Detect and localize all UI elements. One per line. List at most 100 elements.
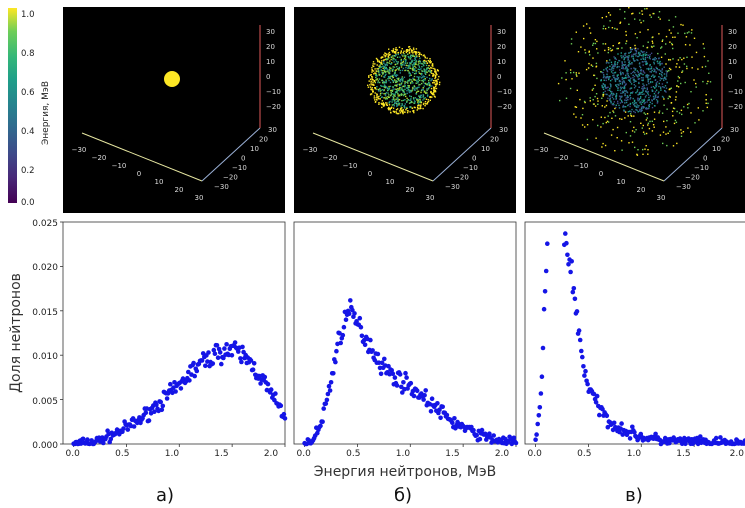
scatter3d-point (612, 92, 614, 95)
scatter3d-point (616, 76, 618, 78)
scatter3d-point (633, 100, 636, 102)
scatter3d-point (436, 81, 438, 83)
scatter3d-point (615, 94, 618, 96)
scatter3d-point (378, 60, 381, 62)
scatter3d-point (408, 64, 410, 66)
scatter3d-point (665, 75, 668, 77)
scatter3d-point (381, 56, 383, 58)
scatter3d-axes: −30−20−100102030−30−20−1001020303020100−… (72, 25, 743, 202)
scatter3d-point (397, 97, 399, 99)
scatter3d-point (402, 85, 404, 87)
scatter3d-point (374, 72, 376, 74)
scatter3d-point (615, 92, 618, 95)
scatter3d-point (678, 66, 681, 68)
scatter3d-point (433, 90, 435, 92)
scatter3d-point (677, 32, 679, 34)
scatter3d-point (422, 103, 425, 106)
spectrum-point (273, 391, 278, 396)
scatter3d-point (420, 107, 422, 109)
scatter3d-point (377, 90, 380, 92)
scatter3d-point (411, 64, 414, 66)
scatter3d-point (617, 61, 619, 64)
scatter3d-point (642, 64, 644, 66)
scatter3d-point (405, 109, 407, 111)
colorbar-tick: 0.4 (21, 127, 35, 137)
scatter3d-point (619, 80, 622, 83)
scatter3d-point (615, 106, 617, 109)
scatter3d-point (403, 55, 406, 57)
scatter3d-point (607, 76, 610, 79)
scatter3d-point (618, 60, 621, 62)
scatter3d-point (691, 29, 693, 31)
scatter3d-point (618, 104, 620, 107)
scatter3d-point (421, 76, 424, 78)
spectrum-point (152, 409, 157, 415)
scatter3d-point (412, 77, 414, 79)
scatter3d-point (649, 64, 651, 66)
scatter3d-point (673, 107, 676, 110)
scatter3d-point (643, 133, 646, 135)
scatter3d-point (669, 41, 671, 43)
scatter3d-point (407, 99, 409, 101)
scatter3d-point (384, 71, 387, 73)
scatter3d-point (648, 127, 651, 130)
scatter3d-point (642, 71, 645, 73)
scatter3d-point (383, 84, 386, 86)
scatter3d-point (573, 113, 575, 115)
spectrum-point (108, 436, 114, 442)
scatter3d-point (684, 81, 686, 84)
scatter3d-point (576, 75, 578, 77)
scatter3d-point (401, 88, 403, 90)
scatter3d-point (647, 149, 649, 151)
scatter3d-point (402, 108, 404, 111)
scatter3d-point (401, 89, 404, 92)
scatter3d-point (651, 89, 653, 91)
scatter3d-point (642, 99, 645, 101)
scatter3d-point (404, 103, 406, 105)
spectrum-point (487, 431, 492, 437)
scatter3d-point (601, 97, 603, 99)
scatter3d-point (399, 72, 401, 74)
scatter3d-point (623, 64, 625, 66)
scatter3d-point (369, 86, 372, 88)
scatter3d-x-tick: −30 (303, 146, 318, 154)
scatter3d-point (400, 63, 402, 65)
scatter3d-point (417, 104, 419, 107)
scatter3d-point (399, 95, 401, 97)
scatter3d-point (641, 109, 643, 111)
scatter3d-point (640, 69, 643, 71)
scatter3d-point (389, 70, 391, 73)
colorbar-tick: 0.2 (21, 166, 35, 176)
scatter3d-point (394, 88, 396, 90)
scatter3d-point (382, 67, 384, 69)
scatter3d-point (628, 23, 630, 25)
spectrum-point (359, 333, 365, 339)
scatter3d-point (627, 68, 629, 71)
scatter3d-point (611, 66, 613, 69)
scatter3d-point (621, 76, 623, 79)
scatter3d-point (421, 70, 423, 72)
scatter3d-point (612, 65, 614, 67)
scatter3d-point (637, 106, 639, 108)
spectrum-point (340, 332, 346, 338)
scatter3d-point (399, 69, 402, 72)
spectrum-point (630, 424, 635, 430)
scatter3d-point (426, 76, 428, 79)
scatter3d-point (602, 142, 604, 145)
scatter3d-point (393, 94, 396, 96)
scatter3d-point (405, 81, 407, 83)
scatter3d-point (626, 72, 629, 75)
scatter3d-point (388, 79, 390, 82)
scatter3d-point (647, 94, 650, 96)
scatter3d-point (605, 93, 607, 95)
scatter3d-point (616, 28, 618, 30)
scatter3d-point (589, 100, 591, 102)
spectrum-point (215, 355, 221, 361)
scatter3d-point (607, 115, 609, 117)
spectrum-point (85, 437, 90, 442)
scatter3d-point (624, 94, 626, 97)
scatter3d-point (430, 70, 433, 72)
spectrum-point (131, 424, 137, 429)
scatter3d-point (418, 55, 420, 57)
scatter3d-point (388, 101, 390, 103)
